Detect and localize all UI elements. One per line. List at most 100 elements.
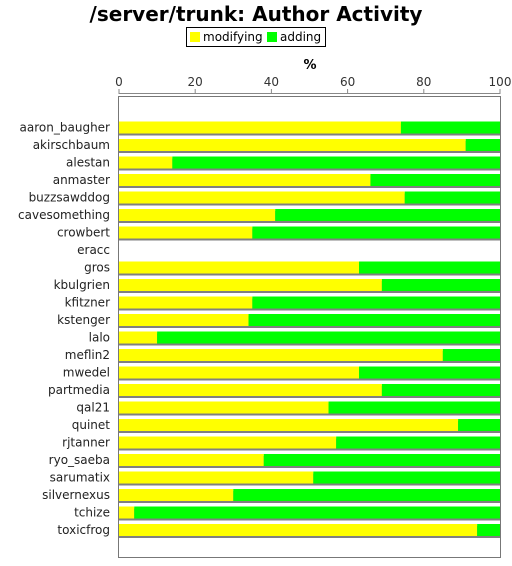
x-tick-label: 80 (416, 75, 431, 89)
bar-row (119, 401, 500, 416)
x-tick-label: 20 (188, 75, 203, 89)
bars (119, 121, 501, 538)
bar-adding (252, 296, 500, 309)
bar-adding (328, 401, 500, 414)
x-axis-title: % (303, 58, 316, 73)
x-tick-label: 60 (340, 75, 355, 89)
bar-modifying (119, 296, 253, 309)
category-label: crowbert (57, 226, 110, 240)
bar-row (119, 191, 500, 206)
legend-label-modifying: modifying (203, 30, 263, 44)
bar-modifying (119, 331, 158, 344)
bar-modifying (119, 489, 234, 501)
bar-row (119, 314, 500, 328)
bar-row (119, 471, 500, 486)
category-label: kstenger (57, 313, 110, 327)
bar-adding (233, 489, 501, 501)
category-label: alestan (66, 156, 110, 170)
legend-box (186, 27, 326, 47)
category-label: silvernexus (42, 488, 110, 502)
bar-modifying (119, 261, 360, 274)
legend-label-adding: adding (280, 30, 321, 44)
category-label: anmaster (53, 173, 110, 187)
bar-row (119, 279, 500, 293)
category-label: buzzsawddog (29, 191, 110, 205)
category-label: qal21 (76, 401, 110, 415)
bar-modifying (119, 139, 466, 151)
bar-adding (157, 331, 500, 344)
category-label: meflin2 (65, 348, 110, 362)
x-tick-label: 40 (264, 75, 279, 89)
bar-adding (400, 121, 500, 134)
bar-adding (252, 226, 500, 239)
bar-row (119, 331, 500, 346)
bar-adding (458, 419, 500, 431)
bar-adding (465, 139, 500, 151)
x-tick-label: 100 (489, 75, 512, 89)
bar-modifying (119, 471, 314, 484)
bar-row (119, 209, 500, 223)
legend: modifying adding (186, 27, 326, 47)
bar-row (119, 419, 500, 433)
bar-modifying (119, 226, 253, 239)
bar-modifying (119, 174, 371, 186)
bar-adding (172, 156, 500, 169)
bar-row (119, 454, 500, 468)
bar-adding (134, 506, 501, 519)
bar-adding (381, 279, 500, 291)
bar-modifying (119, 384, 382, 396)
bar-row (119, 121, 500, 136)
bar-modifying (119, 506, 135, 519)
bar-row (119, 226, 500, 241)
bar-adding (313, 471, 500, 484)
bar-row (119, 261, 500, 276)
category-label: toxicfrog (57, 523, 110, 537)
bar-modifying (119, 191, 405, 204)
category-label: lalo (89, 331, 110, 345)
bar-adding (359, 366, 500, 379)
bar-modifying (119, 436, 337, 449)
x-axis: 0 20 40 60 80 100 (115, 75, 511, 94)
category-label: quinet (72, 418, 111, 432)
chart-title: /server/trunk: Author Activity (90, 2, 423, 26)
bar-row (119, 366, 500, 381)
category-label: partmedia (48, 383, 110, 397)
bar-row (119, 489, 501, 503)
bar-row (119, 296, 500, 311)
category-label: cavesomething (18, 208, 110, 222)
category-label: tchize (74, 506, 110, 520)
bar-row (119, 174, 500, 188)
category-label: gros (84, 261, 110, 275)
legend-swatch-modifying (190, 32, 200, 42)
bar-row (119, 156, 500, 171)
category-label: mwedel (63, 366, 110, 380)
bar-modifying (119, 279, 382, 291)
bar-row (119, 139, 500, 153)
bar-modifying (119, 121, 401, 134)
bar-row (119, 506, 501, 521)
bar-adding (336, 436, 500, 449)
bar-row (119, 349, 500, 363)
bar-adding (275, 209, 500, 221)
bar-modifying (119, 419, 459, 431)
legend-swatch-adding (267, 32, 277, 42)
bar-row (119, 524, 500, 538)
category-label: akirschbaum (33, 138, 110, 152)
bar-adding (370, 174, 500, 186)
category-label: kfitzner (65, 296, 111, 310)
bar-row (119, 384, 500, 398)
bar-modifying (119, 401, 329, 414)
bar-adding (477, 524, 500, 536)
bar-modifying (119, 366, 360, 379)
x-tick-label: 0 (115, 75, 123, 89)
bar-adding (359, 261, 500, 274)
bar-adding (381, 384, 500, 396)
bar-adding (248, 314, 500, 326)
category-label: ryo_saeba (49, 453, 110, 467)
bar-modifying (119, 156, 173, 169)
bar-adding (442, 349, 500, 361)
category-label: sarumatix (50, 471, 110, 485)
category-label: rjtanner (62, 436, 110, 450)
category-labels: aaron_baugher akirschbaum alestan anmaster b… (18, 121, 110, 538)
